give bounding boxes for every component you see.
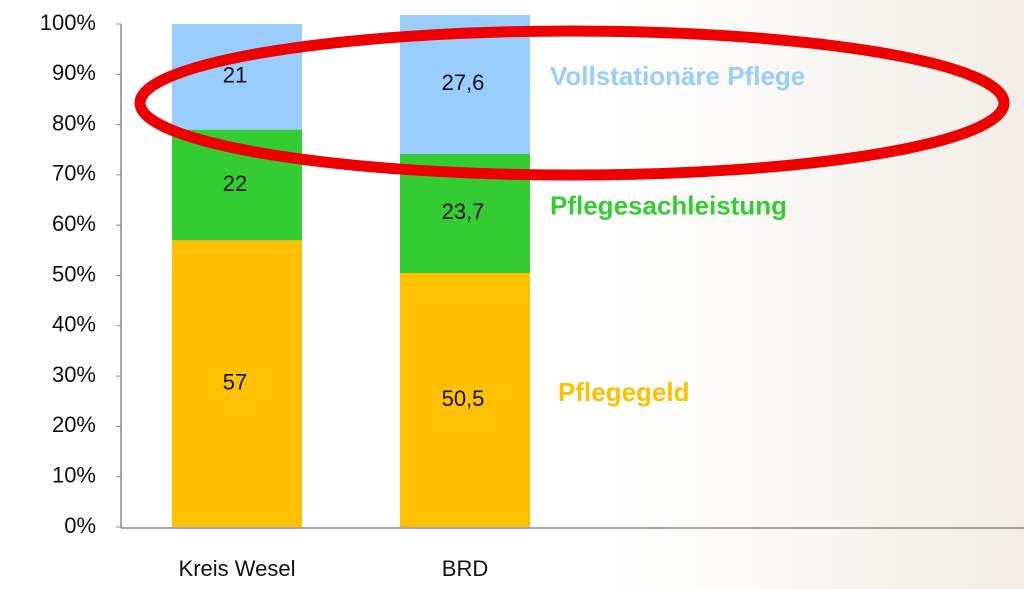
y-tick-label: 10% — [52, 463, 96, 488]
data-label: 23,7 — [442, 199, 485, 224]
x-tick-label: Kreis Wesel — [179, 556, 296, 581]
y-tick-label: 40% — [52, 312, 96, 337]
y-tick-label: 100% — [40, 10, 96, 35]
x-tick-label: BRD — [442, 556, 488, 581]
data-label: 27,6 — [442, 70, 485, 95]
legend-label: Pflegesachleistung — [550, 190, 787, 220]
data-label: 50,5 — [442, 386, 485, 411]
y-tick-label: 80% — [52, 110, 96, 135]
data-label: 22 — [223, 171, 247, 196]
y-tick-label: 60% — [52, 211, 96, 236]
legend-label: Pflegegeld — [558, 377, 689, 407]
y-tick-label: 70% — [52, 161, 96, 186]
y-tick-label: 0% — [64, 513, 96, 538]
legend-label: Vollstationäre Pflege — [550, 61, 805, 91]
data-label: 21 — [223, 63, 247, 88]
y-tick-label: 30% — [52, 362, 96, 387]
y-tick-label: 90% — [52, 60, 96, 85]
y-tick-label: 50% — [52, 261, 96, 286]
data-label: 57 — [223, 369, 247, 394]
chart: 0% 10% 20% 30% 40% 50% 60% 70% 80% 90% 100% Kreis … — [0, 0, 1024, 589]
y-tick-label: 20% — [52, 412, 96, 437]
page: 0% 10% 20% 30% 40% 50% 60% 70% 80% 90% 100% Kreis … — [0, 0, 1024, 589]
